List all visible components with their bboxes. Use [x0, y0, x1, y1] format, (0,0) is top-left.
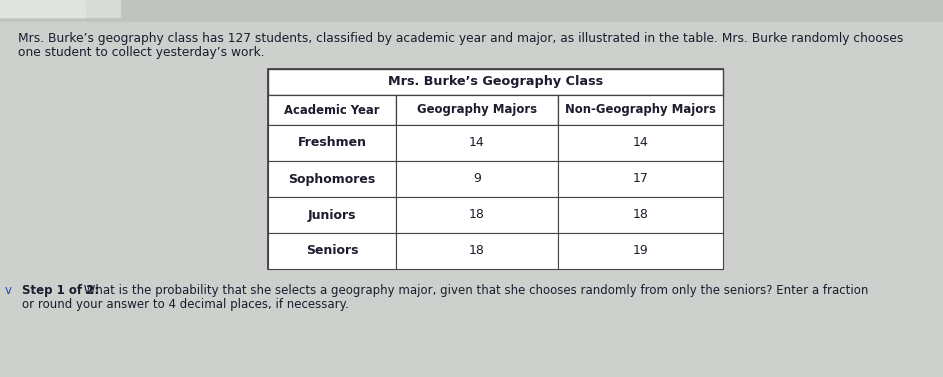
Text: 17: 17 — [633, 173, 649, 185]
Bar — [558, 233, 723, 269]
Bar — [268, 233, 396, 269]
Bar — [0, 0, 120, 17]
Bar — [558, 95, 723, 125]
Bar — [558, 125, 723, 161]
Bar — [396, 125, 558, 161]
Text: 14: 14 — [469, 136, 485, 150]
Bar — [558, 161, 723, 197]
Text: one student to collect yesterday’s work.: one student to collect yesterday’s work. — [18, 46, 265, 59]
Bar — [396, 233, 558, 269]
Text: Step 1 of 2:: Step 1 of 2: — [22, 284, 99, 297]
Text: Freshmen: Freshmen — [297, 136, 367, 150]
Bar — [268, 197, 396, 233]
Text: 19: 19 — [633, 245, 649, 257]
Text: Mrs. Burke’s geography class has 127 students, classified by academic year and m: Mrs. Burke’s geography class has 127 stu… — [18, 32, 903, 45]
Bar — [0, 0, 943, 22]
Bar — [396, 197, 558, 233]
Bar — [268, 125, 396, 161]
Text: Seniors: Seniors — [306, 245, 358, 257]
Text: 9: 9 — [473, 173, 481, 185]
Text: Geography Majors: Geography Majors — [417, 104, 537, 116]
Bar — [268, 69, 723, 95]
Text: Sophomores: Sophomores — [289, 173, 375, 185]
Text: 18: 18 — [633, 208, 649, 222]
Bar — [268, 95, 396, 125]
Text: Mrs. Burke’s Geography Class: Mrs. Burke’s Geography Class — [388, 75, 604, 89]
Text: Juniors: Juniors — [307, 208, 356, 222]
Bar — [268, 161, 396, 197]
Text: Non-Geography Majors: Non-Geography Majors — [565, 104, 716, 116]
Text: Academic Year: Academic Year — [284, 104, 380, 116]
Text: v: v — [5, 284, 12, 297]
Text: 14: 14 — [633, 136, 649, 150]
Bar — [268, 69, 723, 269]
Bar — [558, 197, 723, 233]
Text: 18: 18 — [469, 245, 485, 257]
Bar — [0, 0, 85, 17]
Text: What is the probability that she selects a geography major, given that she choos: What is the probability that she selects… — [80, 284, 869, 297]
Bar — [396, 95, 558, 125]
Bar — [396, 161, 558, 197]
Text: or round your answer to 4 decimal places, if necessary.: or round your answer to 4 decimal places… — [22, 298, 349, 311]
Text: 18: 18 — [469, 208, 485, 222]
